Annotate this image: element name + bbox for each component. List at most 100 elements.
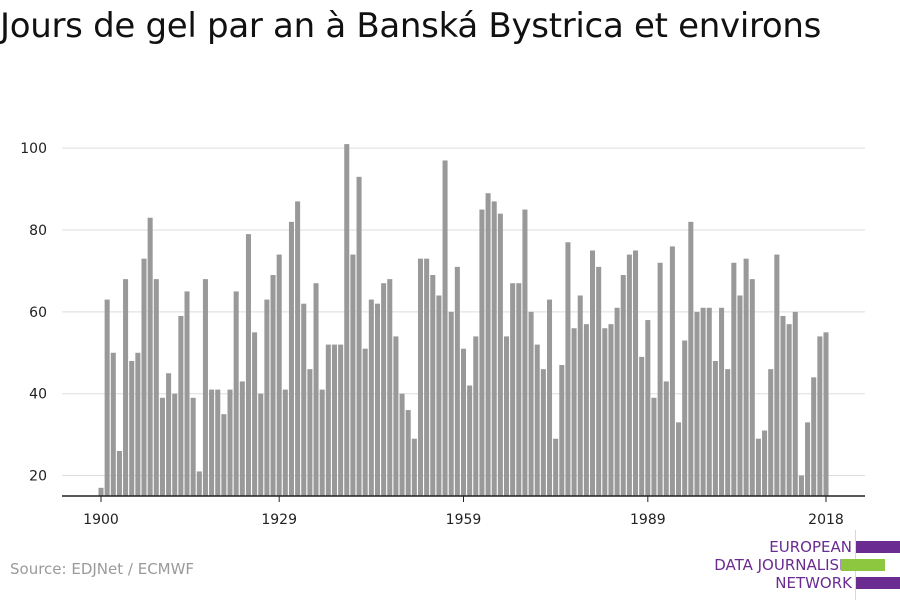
bar-1919 bbox=[215, 389, 221, 496]
bar-1951 bbox=[411, 438, 417, 496]
bar-2010 bbox=[774, 254, 780, 496]
bar-1972 bbox=[540, 369, 546, 496]
bar-1940 bbox=[344, 144, 350, 496]
bar-2004 bbox=[737, 295, 743, 496]
bar-1962 bbox=[479, 209, 485, 496]
bar-1963 bbox=[485, 193, 491, 496]
x-tick-label-1989: 1989 bbox=[630, 512, 666, 528]
bar-1931 bbox=[288, 221, 294, 496]
bar-1902 bbox=[110, 352, 116, 496]
bar-1903 bbox=[116, 450, 122, 496]
bar-1990 bbox=[651, 397, 657, 496]
bar-1995 bbox=[682, 340, 688, 496]
bar-1956 bbox=[442, 160, 448, 496]
bar-1958 bbox=[454, 266, 460, 496]
bar-2005 bbox=[743, 258, 749, 496]
bar-1921 bbox=[227, 389, 233, 496]
bar-1913 bbox=[178, 315, 184, 496]
bar-1932 bbox=[295, 201, 301, 496]
x-tick-label-1929: 1929 bbox=[261, 512, 297, 528]
bar-2007 bbox=[755, 438, 761, 496]
bar-1975 bbox=[559, 365, 565, 496]
bar-2013 bbox=[792, 311, 798, 496]
bar-1964 bbox=[491, 201, 497, 496]
bar-2001 bbox=[719, 307, 725, 496]
bar-1922 bbox=[233, 291, 239, 496]
bar-1911 bbox=[166, 373, 172, 496]
bars bbox=[98, 144, 829, 497]
bar-1978 bbox=[577, 295, 583, 496]
bar-2014 bbox=[798, 475, 804, 496]
bar-1947 bbox=[387, 279, 393, 496]
bar-1971 bbox=[534, 344, 540, 496]
bar-1957 bbox=[448, 311, 454, 496]
bar-1909 bbox=[153, 279, 159, 496]
y-axis-labels: 20 40 60 80 100 bbox=[20, 141, 47, 484]
bar-1930 bbox=[282, 389, 288, 496]
bar-1977 bbox=[571, 328, 577, 496]
y-tick-label-100: 100 bbox=[20, 141, 47, 157]
y-tick-label-20: 20 bbox=[29, 469, 47, 485]
bar-1996 bbox=[688, 221, 694, 496]
bar-1960 bbox=[467, 385, 473, 496]
bar-1945 bbox=[374, 303, 381, 496]
bar-1901 bbox=[104, 299, 110, 496]
bar-1955 bbox=[436, 295, 442, 496]
y-tick-label-60: 60 bbox=[29, 305, 47, 321]
bar-1998 bbox=[700, 307, 706, 496]
bar-1916 bbox=[196, 471, 202, 496]
bar-1965 bbox=[497, 213, 503, 497]
bar-1980 bbox=[590, 250, 596, 496]
logo-line-3: NETWORK bbox=[775, 574, 852, 592]
bar-1983 bbox=[608, 324, 614, 496]
logo-line-2: DATA JOURNALISM bbox=[714, 556, 852, 574]
bar-1928 bbox=[270, 275, 276, 496]
bar-1923 bbox=[239, 381, 245, 496]
bar-2018 bbox=[823, 332, 829, 496]
bar-1993 bbox=[669, 246, 675, 496]
bar-1944 bbox=[368, 299, 374, 496]
x-tick-label-2018: 2018 bbox=[808, 512, 844, 528]
bar-1966 bbox=[503, 336, 510, 496]
bar-2012 bbox=[786, 324, 792, 496]
bar-1935 bbox=[313, 283, 319, 496]
bar-2015 bbox=[805, 422, 811, 496]
bar-1938 bbox=[331, 344, 337, 496]
bar-1904 bbox=[123, 279, 129, 496]
bar-1973 bbox=[546, 299, 553, 496]
bar-1910 bbox=[159, 397, 165, 496]
bar-1942 bbox=[356, 176, 362, 497]
bar-1967 bbox=[510, 283, 516, 496]
bar-1936 bbox=[319, 389, 325, 496]
bar-2009 bbox=[768, 369, 774, 496]
bar-1937 bbox=[325, 344, 331, 496]
source-note: Source: EDJNet / ECMWF bbox=[10, 560, 195, 578]
logo-bar-purple-top bbox=[856, 541, 900, 553]
x-tick-label-1900: 1900 bbox=[83, 512, 119, 528]
bar-1914 bbox=[184, 291, 190, 496]
bar-1988 bbox=[639, 356, 645, 496]
bar-1946 bbox=[381, 283, 387, 496]
bar-1985 bbox=[620, 275, 626, 496]
bar-1906 bbox=[135, 352, 141, 496]
bar-1908 bbox=[147, 217, 153, 496]
bar-1954 bbox=[430, 275, 436, 496]
x-tick-label-1959: 1959 bbox=[446, 512, 482, 528]
bar-2003 bbox=[731, 262, 737, 496]
bar-2002 bbox=[725, 369, 731, 496]
bar-1976 bbox=[565, 242, 571, 496]
bar-1907 bbox=[141, 258, 147, 496]
bar-1950 bbox=[405, 410, 411, 496]
bar-1994 bbox=[676, 422, 682, 496]
bar-1987 bbox=[633, 250, 639, 496]
bar-1941 bbox=[350, 254, 356, 496]
logo-bar-green bbox=[841, 559, 885, 571]
bar-1959 bbox=[460, 348, 467, 496]
bar-1927 bbox=[264, 299, 270, 496]
bar-1982 bbox=[602, 328, 608, 496]
bar-1979 bbox=[583, 324, 589, 496]
bar-1926 bbox=[258, 393, 264, 496]
bar-1968 bbox=[516, 283, 522, 496]
bar-1984 bbox=[614, 307, 620, 496]
